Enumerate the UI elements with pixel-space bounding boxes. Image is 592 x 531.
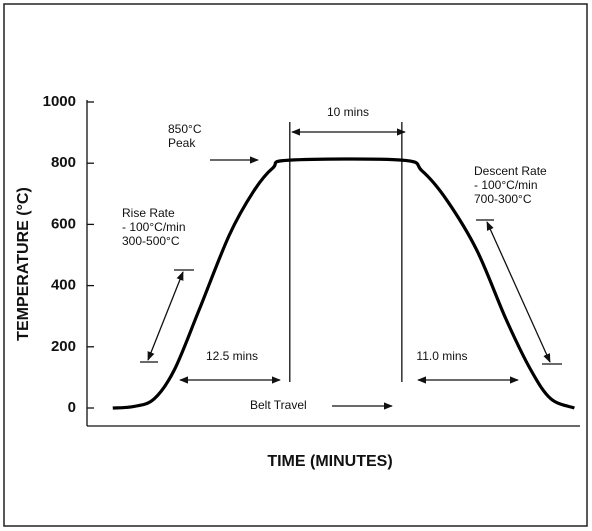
y-tick-label: 0 — [68, 399, 76, 416]
annotation: 700-300°C — [474, 192, 532, 206]
y-tick-label: 200 — [51, 338, 76, 355]
annotation: - 100°C/min — [122, 220, 186, 234]
y-axis-label: TEMPERATURE (°C) — [15, 187, 32, 341]
y-tick-label: 400 — [51, 277, 76, 294]
annotation: Belt Travel — [250, 398, 307, 412]
annotation-arrows — [140, 128, 562, 410]
annotation: 300-500°C — [122, 234, 180, 248]
y-tick-label: 1000 — [43, 93, 76, 110]
annotation: Rise Rate — [122, 206, 175, 220]
y-tick-label: 800 — [51, 154, 76, 171]
annotation: Descent Rate — [474, 164, 547, 178]
temperature-curve — [112, 157, 575, 410]
annotation: 11.0 mins — [416, 349, 467, 363]
frame — [3, 3, 588, 527]
annotation: 850°C — [168, 122, 202, 136]
annotation: - 100°C/min — [474, 178, 538, 192]
y-tick-label: 600 — [51, 215, 76, 232]
annotation: 12.5 mins — [206, 349, 258, 363]
annotation: 10 mins — [327, 105, 369, 119]
x-axis-label: TIME (MINUTES) — [267, 453, 392, 470]
annotation: Peak — [168, 136, 196, 150]
